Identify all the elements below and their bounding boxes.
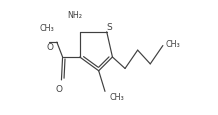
Text: O: O (56, 84, 63, 93)
Text: NH₂: NH₂ (68, 10, 83, 19)
Text: CH₃: CH₃ (166, 39, 181, 48)
Text: CH₃: CH₃ (40, 24, 54, 33)
Text: O: O (46, 42, 53, 51)
Text: S: S (107, 23, 112, 32)
Text: CH₃: CH₃ (109, 92, 124, 101)
